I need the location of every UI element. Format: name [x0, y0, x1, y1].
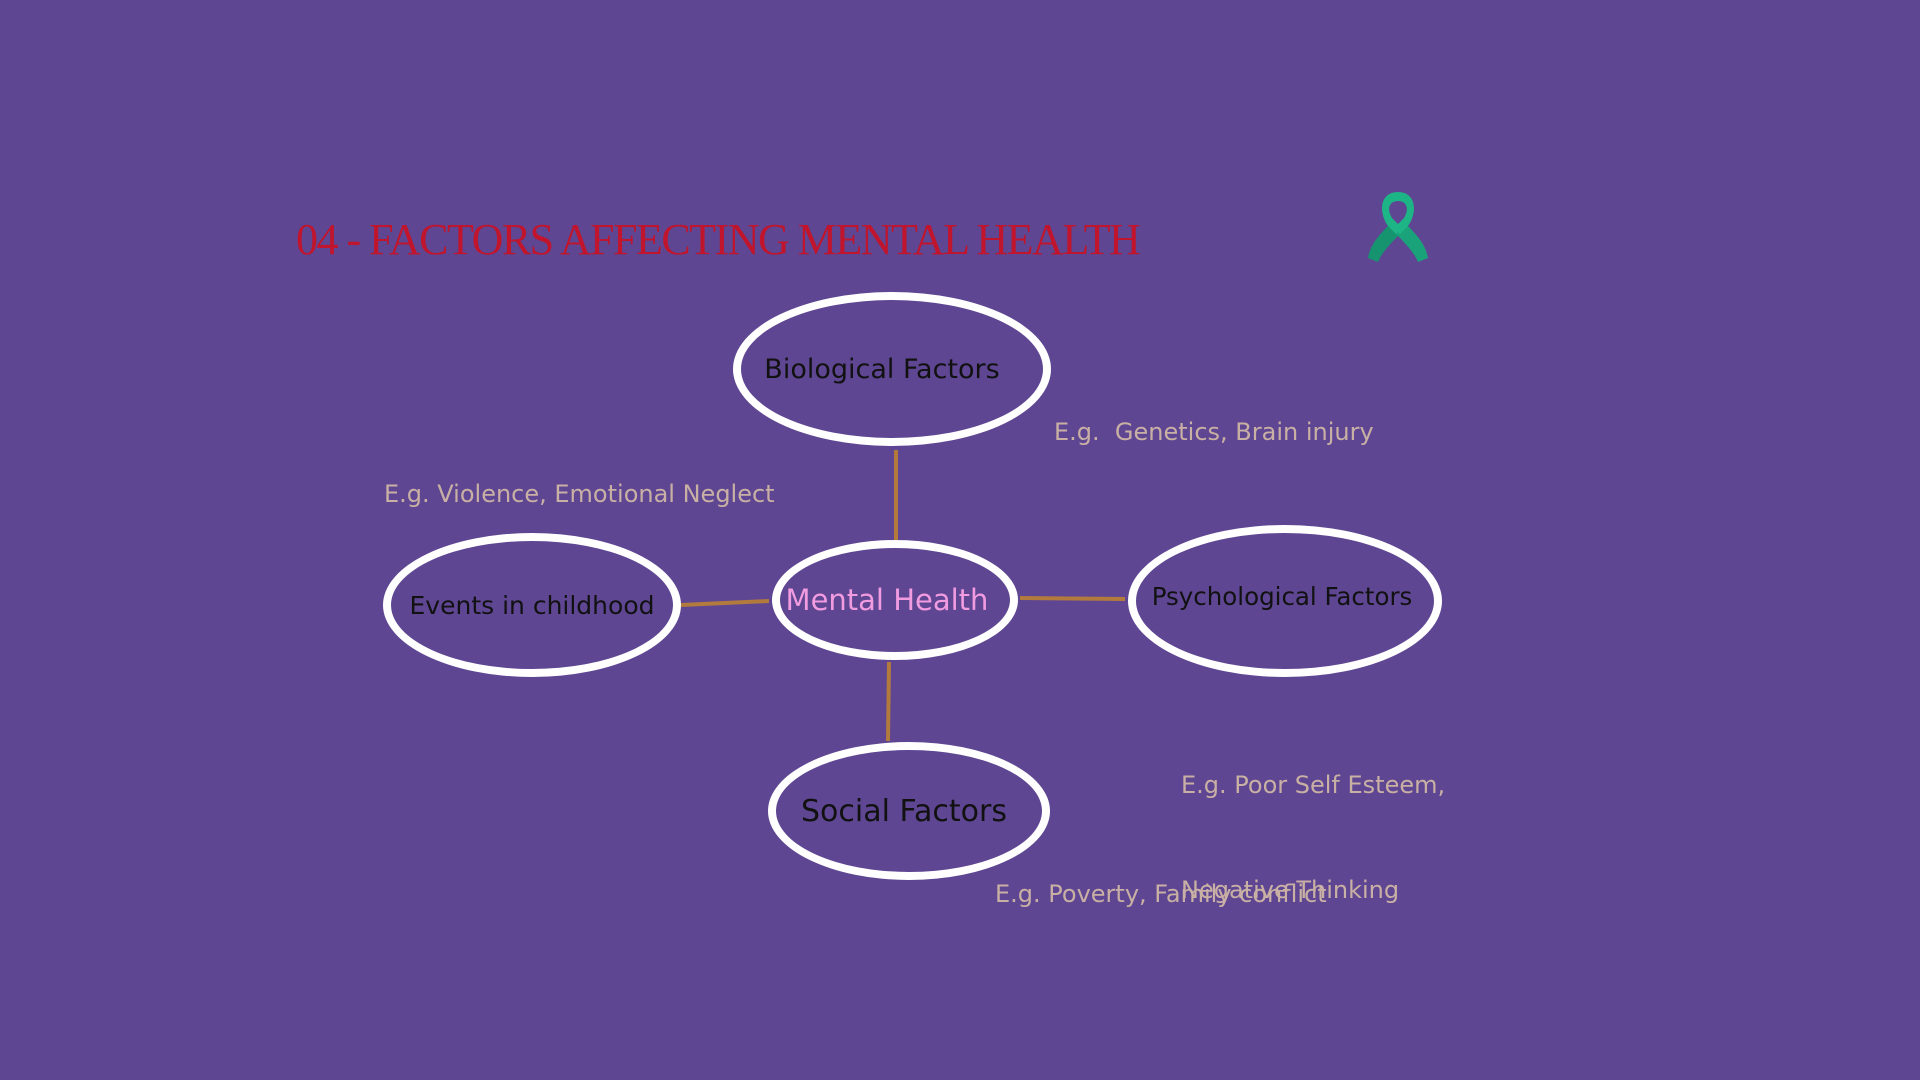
node-mental-health: Mental Health	[772, 540, 1018, 660]
node-events-in-childhood: Events in childhood	[383, 533, 681, 677]
center-label: Mental Health	[785, 583, 989, 617]
awareness-ribbon-icon	[1368, 192, 1428, 262]
connector-childhood	[680, 599, 770, 607]
connector-social	[886, 661, 891, 742]
node-psychological-label: Psychological Factors	[1151, 581, 1413, 611]
example-biological: E.g. Genetics, Brain injury	[1054, 418, 1374, 446]
connector-psychological	[1019, 596, 1126, 601]
example-psychological-line-1: E.g. Poor Self Esteem,	[1181, 771, 1446, 799]
example-childhood: E.g. Violence, Emotional Neglect	[384, 480, 775, 508]
example-social: E.g. Poverty, Family conflict	[995, 880, 1327, 908]
node-biological-factors: Biological Factors	[733, 292, 1051, 446]
example-psychological-line-2: Negative Thinking	[1181, 876, 1400, 904]
node-social-factors: Social Factors	[768, 742, 1050, 880]
slide-title: 04 - FACTORS AFFECTING MENTAL HEALTH	[296, 215, 1141, 264]
node-psychological-factors: Psychological Factors	[1128, 525, 1442, 677]
node-social-label: Social Factors	[801, 793, 1007, 829]
node-childhood-label: Events in childhood	[409, 590, 655, 620]
node-biological-label: Biological Factors	[764, 353, 1000, 385]
example-psychological: E.g. Poor Self Esteem, Negative Thinking	[1181, 698, 1445, 943]
